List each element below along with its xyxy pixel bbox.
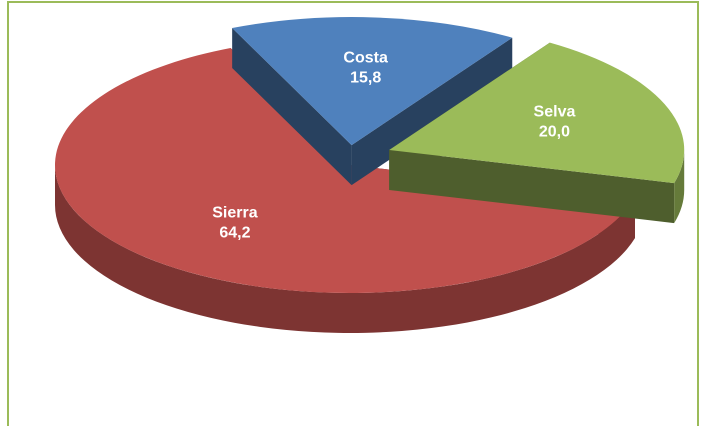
slice-side: [674, 149, 685, 224]
slice-wall: [351, 37, 513, 186]
frame: [7, 1, 699, 426]
slice-label: Costa: [343, 50, 388, 67]
slice-top: [389, 42, 685, 184]
slice: [232, 17, 513, 186]
slice-value: 64,2: [219, 225, 250, 242]
slice-top: [232, 17, 513, 146]
slice-wall: [232, 28, 352, 186]
slice-value: 20,0: [539, 124, 570, 141]
slice-value: 15,8: [350, 70, 381, 87]
slice-label: Sierra: [212, 205, 257, 222]
slice-side: [55, 165, 635, 333]
slice-wall: [389, 149, 675, 224]
slice: [389, 42, 685, 224]
slice-label: Selva: [534, 104, 576, 121]
